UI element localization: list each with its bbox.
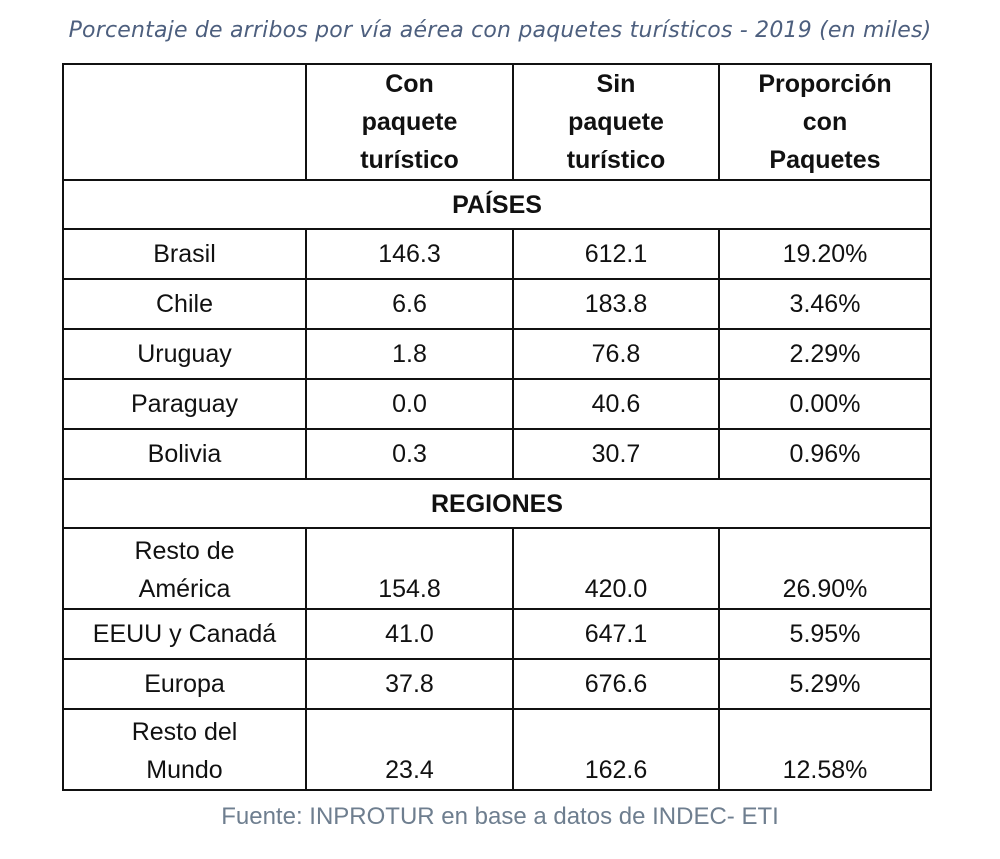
- cell-value: 12.58%: [718, 708, 932, 791]
- cell-value: 40.6: [512, 378, 720, 430]
- data-row: Uruguay 1.8 76.8 2.29%: [62, 328, 932, 380]
- cell-value: 30.7: [512, 428, 720, 480]
- row-label: Europa: [62, 658, 307, 710]
- empty-header: [62, 63, 307, 181]
- data-row: Chile 6.6 183.8 3.46%: [62, 278, 932, 330]
- cell-value: 5.95%: [718, 608, 932, 660]
- column-header: Proporción con Paquetes: [718, 63, 932, 181]
- cell-value: 23.4: [305, 708, 514, 791]
- row-label: Resto del Mundo: [62, 708, 307, 791]
- table-body: PAÍSES Brasil 146.3 612.1 19.20% Chile 6.6 183.…: [62, 179, 932, 791]
- cell-value: 6.6: [305, 278, 514, 330]
- data-row: Bolivia 0.3 30.7 0.96%: [62, 428, 932, 480]
- header-row: Con paquete turístico Sin paquete turísti…: [62, 63, 932, 181]
- cell-value: 0.00%: [718, 378, 932, 430]
- data-row: Resto de América 154.8 420.0 26.90%: [62, 527, 932, 610]
- row-label: Bolivia: [62, 428, 307, 480]
- row-label: EEUU y Canadá: [62, 608, 307, 660]
- row-label: Resto de América: [62, 527, 307, 610]
- row-label: Chile: [62, 278, 307, 330]
- section-row: REGIONES: [62, 478, 932, 529]
- cell-value: 183.8: [512, 278, 720, 330]
- cell-value: 19.20%: [718, 228, 932, 280]
- cell-value: 676.6: [512, 658, 720, 710]
- data-table: Con paquete turístico Sin paquete turísti…: [62, 63, 932, 791]
- cell-value: 3.46%: [718, 278, 932, 330]
- column-header: Sin paquete turístico: [512, 63, 720, 181]
- column-header: Con paquete turístico: [305, 63, 514, 181]
- data-row: Resto del Mundo 23.4 162.6 12.58%: [62, 708, 932, 791]
- row-label: Paraguay: [62, 378, 307, 430]
- cell-value: 647.1: [512, 608, 720, 660]
- cell-value: 154.8: [305, 527, 514, 610]
- data-row: Europa 37.8 676.6 5.29%: [62, 658, 932, 710]
- cell-value: 420.0: [512, 527, 720, 610]
- row-label: Uruguay: [62, 328, 307, 380]
- section-row: PAÍSES: [62, 179, 932, 230]
- cell-value: 76.8: [512, 328, 720, 380]
- cell-value: 0.96%: [718, 428, 932, 480]
- data-row: EEUU y Canadá 41.0 647.1 5.95%: [62, 608, 932, 660]
- cell-value: 162.6: [512, 708, 720, 791]
- cell-value: 2.29%: [718, 328, 932, 380]
- cell-value: 612.1: [512, 228, 720, 280]
- row-label: Brasil: [62, 228, 307, 280]
- cell-value: 41.0: [305, 608, 514, 660]
- cell-value: 0.3: [305, 428, 514, 480]
- data-row: Brasil 146.3 612.1 19.20%: [62, 228, 932, 280]
- source: Fuente: INPROTUR en base a datos de INDE…: [221, 803, 779, 830]
- cell-value: 26.90%: [718, 527, 932, 610]
- section-label: REGIONES: [62, 478, 932, 529]
- data-row: Paraguay 0.0 40.6 0.00%: [62, 378, 932, 430]
- cell-value: 37.8: [305, 658, 514, 710]
- title: Porcentaje de arribos por vía aérea con …: [68, 18, 932, 43]
- cell-value: 146.3: [305, 228, 514, 280]
- cell-value: 5.29%: [718, 658, 932, 710]
- cell-value: 1.8: [305, 328, 514, 380]
- cell-value: 0.0: [305, 378, 514, 430]
- section-label: PAÍSES: [62, 179, 932, 230]
